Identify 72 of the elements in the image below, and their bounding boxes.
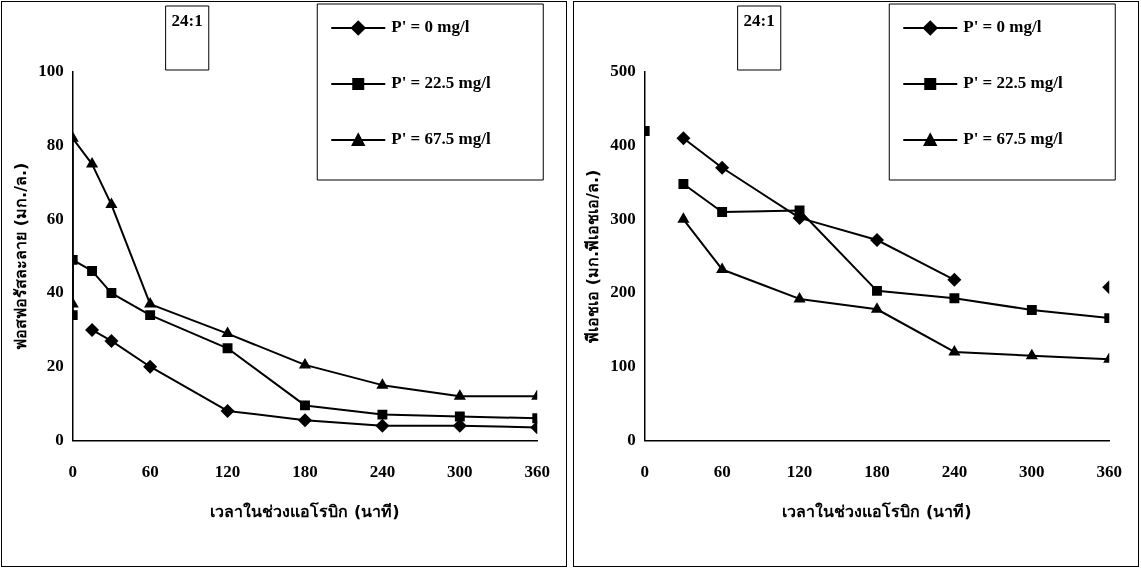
point bbox=[143, 359, 158, 374]
legend-label: P' = 0 mg/l bbox=[391, 17, 470, 37]
x-tick-label: 360 bbox=[1096, 461, 1122, 481]
point bbox=[221, 326, 234, 338]
legend-label: P' = 0 mg/l bbox=[963, 17, 1042, 37]
point bbox=[948, 344, 961, 356]
point bbox=[716, 262, 729, 273]
x-tick-label: 240 bbox=[369, 461, 396, 481]
text: 24:1 bbox=[743, 11, 775, 31]
x-axis-title: เวลาในช่วงแอโรบิก (นาที) bbox=[782, 500, 972, 521]
y-tick-label: 500 bbox=[610, 61, 636, 81]
y-tick-label: 400 bbox=[610, 135, 636, 155]
legend-label: P' = 22.5 mg/l bbox=[391, 73, 491, 93]
point bbox=[949, 293, 960, 304]
point bbox=[220, 403, 235, 418]
y-axis-title: พีเอชเอ (มก.พีเอชเอ/ล.) bbox=[582, 169, 602, 343]
x-tick-label: 360 bbox=[524, 461, 550, 481]
point bbox=[300, 400, 310, 411]
point bbox=[297, 413, 312, 428]
x-tick-label: 120 bbox=[214, 461, 241, 481]
point bbox=[947, 272, 962, 287]
y-tick-label: 20 bbox=[46, 356, 64, 376]
x-tick-label: 0 bbox=[68, 461, 77, 481]
text: 24:1 bbox=[171, 11, 203, 31]
point bbox=[376, 378, 389, 389]
y-tick-label: 40 bbox=[46, 282, 64, 302]
x-tick-label: 240 bbox=[941, 461, 968, 481]
point bbox=[105, 197, 118, 209]
legend-label: P' = 67.5 mg/l bbox=[391, 129, 491, 149]
point bbox=[377, 409, 388, 420]
y-tick-label: 80 bbox=[46, 135, 64, 155]
point bbox=[87, 265, 98, 276]
point bbox=[222, 343, 233, 354]
point bbox=[715, 160, 730, 175]
x-tick-label: 60 bbox=[713, 461, 731, 481]
point bbox=[869, 232, 884, 247]
point bbox=[870, 302, 884, 313]
x-tick-label: 180 bbox=[292, 461, 318, 481]
point bbox=[145, 310, 156, 321]
point bbox=[1026, 305, 1037, 315]
point bbox=[676, 131, 691, 146]
legend-label: P' = 67.5 mg/l bbox=[963, 129, 1063, 149]
point bbox=[104, 333, 119, 348]
x-tick-label: 300 bbox=[447, 461, 473, 481]
y-tick-label: 200 bbox=[610, 282, 636, 302]
point bbox=[717, 207, 728, 217]
y-tick-label: 0 bbox=[55, 429, 64, 449]
y-axis-title: ฟอสฟอรัสละลาย (มก./ล.) bbox=[10, 162, 30, 350]
x-axis-title: เวลาในช่วงแอโรบิก (นาที) bbox=[210, 500, 400, 521]
point bbox=[85, 322, 100, 337]
y-tick-label: 100 bbox=[610, 356, 636, 376]
x-tick-label: 120 bbox=[786, 461, 813, 481]
point bbox=[872, 285, 882, 296]
point bbox=[85, 157, 99, 168]
point bbox=[106, 288, 117, 298]
point bbox=[298, 357, 312, 369]
point bbox=[793, 291, 806, 303]
y-tick-label: 100 bbox=[38, 61, 64, 81]
x-tick-label: 180 bbox=[864, 461, 890, 481]
point bbox=[677, 212, 690, 223]
point bbox=[375, 418, 390, 433]
y-tick-label: 0 bbox=[627, 429, 636, 449]
point bbox=[453, 389, 466, 400]
x-tick-label: 0 bbox=[640, 461, 649, 481]
point bbox=[678, 179, 689, 189]
y-tick-label: 60 bbox=[46, 208, 64, 228]
y-tick-label: 300 bbox=[610, 208, 636, 228]
point bbox=[144, 297, 157, 308]
x-tick-label: 60 bbox=[141, 461, 159, 481]
x-tick-label: 300 bbox=[1019, 461, 1045, 481]
legend-label: P' = 22.5 mg/l bbox=[963, 73, 1063, 93]
point bbox=[1025, 348, 1038, 360]
